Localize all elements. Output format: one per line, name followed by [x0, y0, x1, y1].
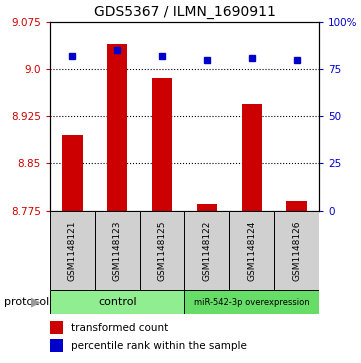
Text: GSM1148122: GSM1148122 — [203, 220, 212, 281]
Text: ▶: ▶ — [31, 296, 40, 309]
Text: GSM1148125: GSM1148125 — [158, 220, 166, 281]
Bar — [274, 211, 319, 290]
Bar — [197, 204, 217, 211]
Bar — [95, 211, 140, 290]
Text: protocol: protocol — [4, 297, 49, 307]
Bar — [62, 135, 83, 211]
Text: transformed count: transformed count — [71, 323, 168, 333]
Bar — [152, 78, 172, 211]
Bar — [184, 290, 319, 314]
Bar — [140, 211, 184, 290]
Bar — [50, 321, 63, 334]
Bar — [107, 44, 127, 211]
Bar — [242, 103, 262, 211]
Bar — [50, 339, 63, 352]
Text: GSM1148123: GSM1148123 — [113, 220, 122, 281]
Title: GDS5367 / ILMN_1690911: GDS5367 / ILMN_1690911 — [93, 5, 275, 19]
Text: control: control — [98, 297, 136, 307]
Text: GSM1148126: GSM1148126 — [292, 220, 301, 281]
Bar — [229, 211, 274, 290]
Bar — [50, 290, 184, 314]
Text: GSM1148124: GSM1148124 — [247, 220, 256, 281]
Text: GSM1148121: GSM1148121 — [68, 220, 77, 281]
Text: percentile rank within the sample: percentile rank within the sample — [71, 341, 247, 351]
Bar — [184, 211, 229, 290]
Bar — [50, 211, 95, 290]
Text: miR-542-3p overexpression: miR-542-3p overexpression — [194, 298, 310, 307]
Bar — [287, 201, 307, 211]
